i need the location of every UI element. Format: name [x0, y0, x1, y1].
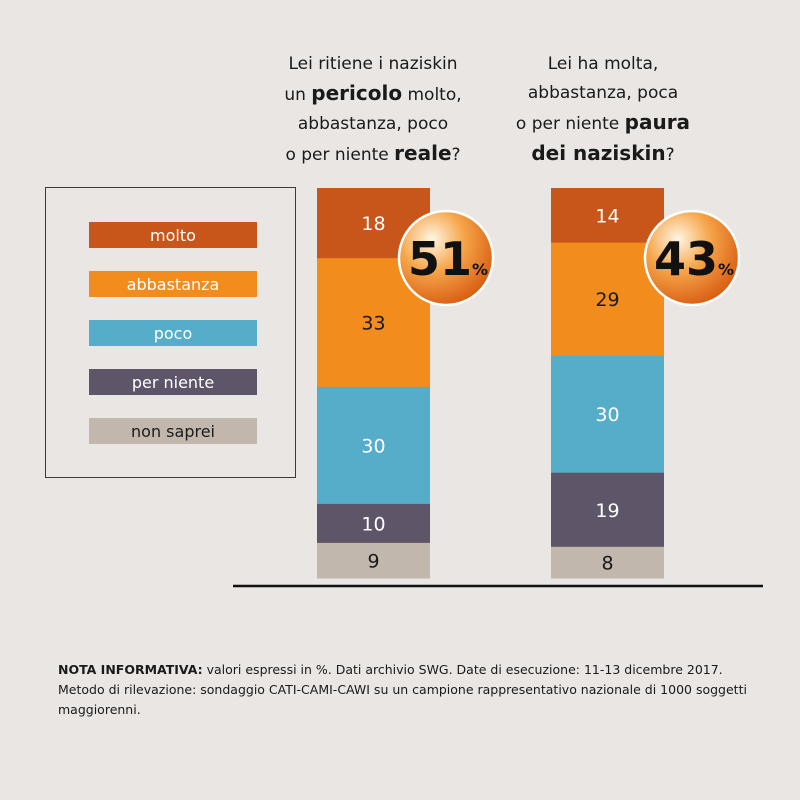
bar-value-label-abbastanza-2: 29	[595, 289, 619, 311]
bar-segment-poco-2	[551, 355, 664, 474]
footnote-label: NOTA INFORMATIVA:	[58, 662, 203, 677]
question-right-line4: dei naziskin?	[531, 141, 675, 165]
bar-value-label-per-niente-2: 19	[595, 500, 619, 522]
bar-value-label-poco-2: 30	[595, 404, 619, 426]
bar-segment-non-saprei-1	[317, 542, 430, 579]
question-left-line4: o per niente reale?	[285, 141, 461, 165]
footnote-text: valori espressi in %. Dati archivio SWG.…	[58, 662, 747, 717]
total-badge-value-1: 51%	[408, 232, 488, 286]
question-right-line1: Lei ha molta,	[547, 54, 659, 74]
total-badge-2	[643, 209, 741, 307]
legend: molto abbastanza poco per niente non sap…	[45, 187, 296, 478]
total-badge-value-2: 43%	[654, 232, 734, 286]
bar-value-label-non-saprei-2: 8	[601, 552, 613, 574]
bar-segment-per-niente-1	[317, 503, 430, 544]
legend-item-per-niente: per niente	[89, 369, 257, 395]
question-right: Lei ha molta, abbastanza, poca o per nie…	[498, 50, 708, 170]
bar-segment-poco-1	[317, 386, 430, 505]
bar-value-label-poco-1: 30	[361, 435, 385, 457]
bar-value-label-abbastanza-1: 33	[361, 313, 385, 335]
question-left-line3: abbastanza, poco	[297, 114, 449, 134]
legend-item-poco: poco	[89, 320, 257, 346]
question-left-line1: Lei ritiene i naziskin	[288, 54, 458, 74]
question-left-line2: un pericolo molto,	[284, 81, 462, 105]
legend-item-molto: molto	[89, 222, 257, 248]
question-right-line3: o per niente paura	[515, 110, 691, 134]
legend-item-non-saprei: non saprei	[89, 418, 257, 444]
bar-value-label-non-saprei-1: 9	[367, 550, 379, 572]
footnote: NOTA INFORMATIVA: valori espressi in %. …	[58, 660, 758, 720]
legend-item-abbastanza: abbastanza	[89, 271, 257, 297]
bar-segment-per-niente-2	[551, 472, 664, 548]
question-left: Lei ritiene i naziskin un pericolo molto…	[268, 50, 478, 170]
bar-segment-molto-2	[551, 188, 664, 244]
total-badge-1	[397, 209, 495, 307]
question-right-line2: abbastanza, poca	[527, 83, 679, 103]
bar-value-label-molto-2: 14	[595, 205, 619, 227]
bar-value-label-molto-1: 18	[361, 213, 385, 235]
bar-value-label-per-niente-1: 10	[361, 513, 385, 535]
bar-segment-non-saprei-2	[551, 546, 664, 579]
